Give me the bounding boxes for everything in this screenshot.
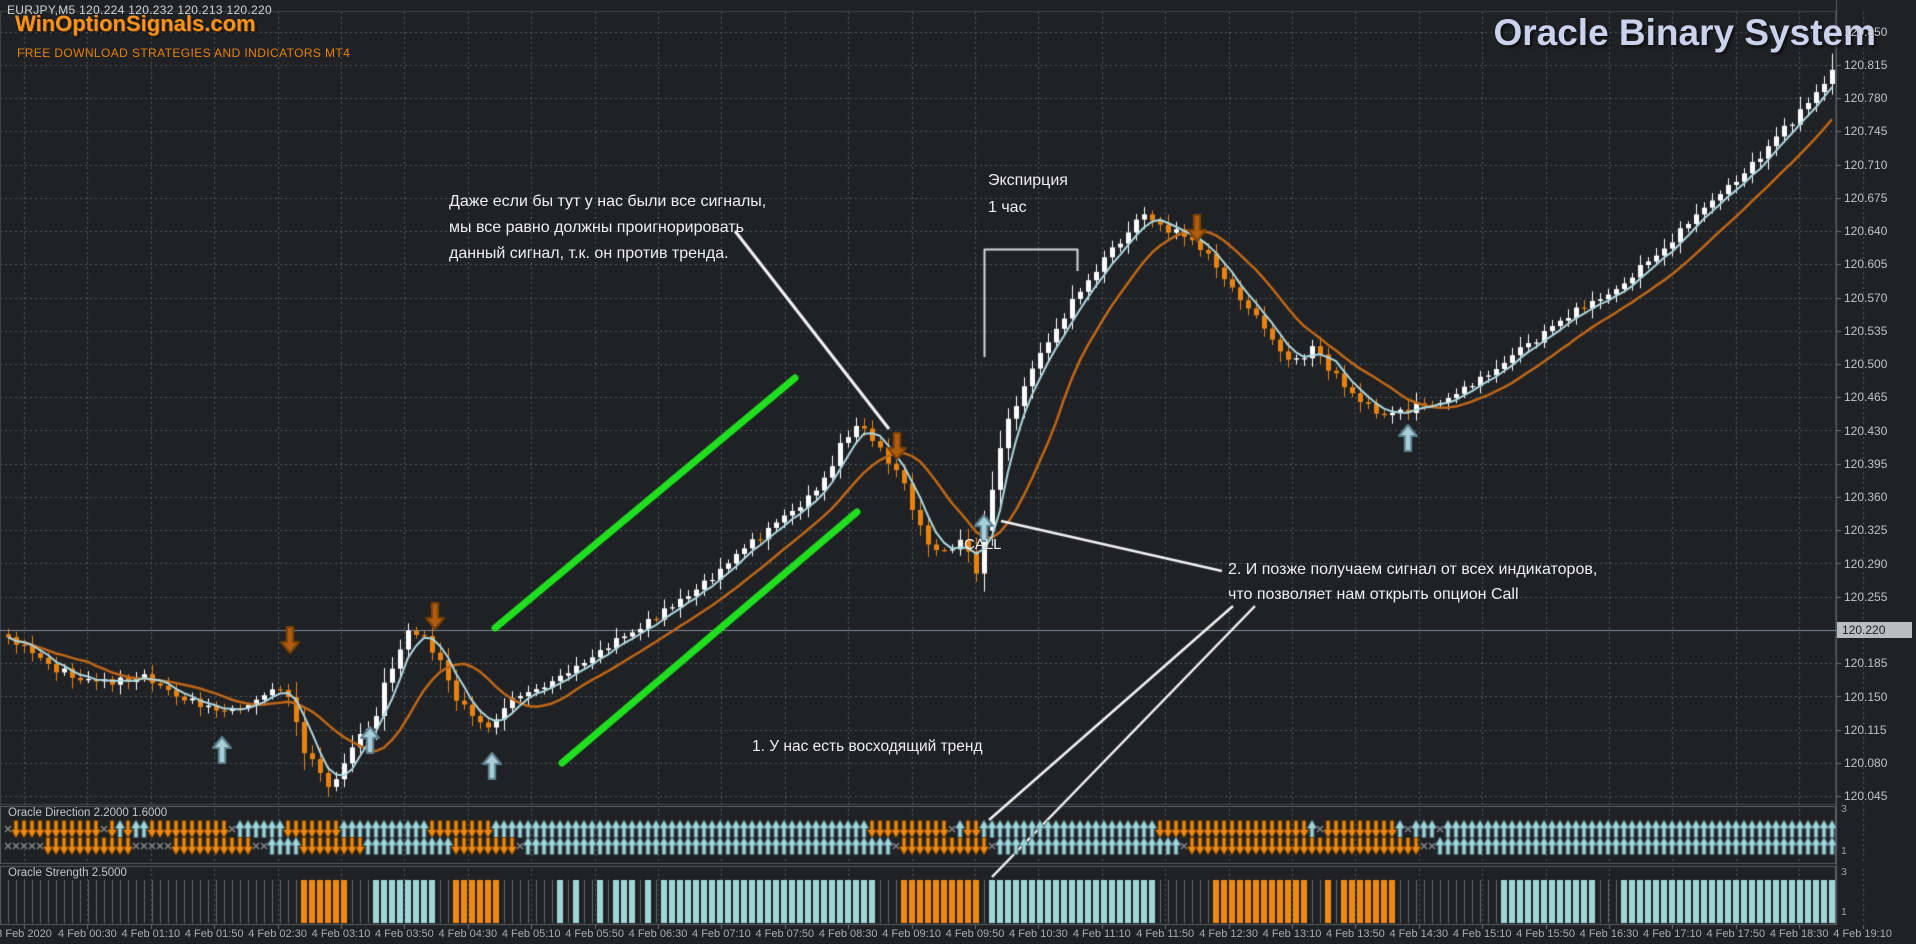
- time-tick-label: 3 Feb 2020: [0, 928, 52, 940]
- time-tick-label: 4 Feb 06:30: [628, 928, 688, 940]
- price-tick-label: 120.255: [1844, 589, 1888, 604]
- price-tick-label: 120.395: [1844, 456, 1888, 471]
- price-tick-label: 120.185: [1844, 656, 1888, 671]
- time-tick-label: 4 Feb 15:10: [1452, 928, 1512, 940]
- price-tick-label: 120.500: [1844, 357, 1888, 371]
- panel-label-oracle-strength: Oracle Strength 2.5000: [8, 867, 127, 879]
- time-tick-label: 4 Feb 05:10: [501, 928, 561, 940]
- price-tick-label: 120.675: [1844, 190, 1888, 205]
- panel-label-oracle-direction: Oracle Direction 2.2000 1.6000: [8, 807, 168, 819]
- price-axis[interactable]: 120.850 120.815 120.780 120.745 120.710 120.6…: [1836, 0, 1916, 925]
- system-title: Oracle Binary System: [1493, 12, 1876, 53]
- price-tick-label: 120.360: [1844, 490, 1888, 504]
- price-tick-label: 120.080: [1844, 756, 1888, 770]
- brand-title[interactable]: WinOptionSignals.com: [15, 11, 256, 36]
- price-tick-label: 120.535: [1844, 323, 1888, 338]
- price-tick-label: 120.150: [1844, 689, 1888, 704]
- strength-scale-top: 3: [1841, 866, 1847, 878]
- time-tick-label: 4 Feb 05:50: [565, 928, 624, 940]
- price-tick-label: 120.640: [1844, 224, 1888, 238]
- annotation-expiry-label: Экспирция 1 час: [988, 172, 1068, 216]
- time-tick-label: 4 Feb 03:50: [375, 928, 434, 940]
- time-tick-label: 4 Feb 15:50: [1516, 928, 1575, 940]
- time-tick-label: 4 Feb 09:10: [882, 928, 941, 940]
- time-tick-label: 4 Feb 11:10: [1072, 928, 1131, 940]
- direction-scale-top: 3: [1841, 803, 1847, 815]
- strength-scale-bottom: 1: [1841, 906, 1847, 918]
- time-tick-label: 4 Feb 00:30: [58, 928, 117, 940]
- time-axis[interactable]: 3 Feb 2020 4 Feb 00:30 4 Feb 01:10 4 Feb 01…: [0, 925, 1916, 944]
- time-tick-label: 4 Feb 02:30: [248, 928, 307, 940]
- time-tick-label: 4 Feb 17:50: [1706, 928, 1766, 940]
- chart-symbol-ohlc-header: EURJPY,M5 120.224 120.232 120.213 120.22…: [7, 3, 272, 17]
- time-tick-label: 4 Feb 16:30: [1579, 928, 1639, 940]
- brand-subtitle: FREE DOWNLOAD STRATEGIES AND INDICATORS …: [17, 46, 351, 60]
- price-tick-label: 120.815: [1844, 57, 1888, 72]
- time-tick-label: 4 Feb 09:50: [945, 928, 1005, 940]
- price-tick-label: 120.115: [1844, 722, 1887, 737]
- time-tick-label: 4 Feb 07:50: [755, 928, 815, 940]
- price-tick-label: 120.570: [1844, 290, 1888, 305]
- time-tick-label: 4 Feb 18:30: [1769, 928, 1829, 940]
- time-tick-label: 4 Feb 13:50: [1326, 928, 1385, 940]
- direction-scale-bottom: 1: [1841, 845, 1847, 857]
- time-tick-label: 4 Feb 13:10: [1262, 928, 1322, 940]
- time-tick-label: 4 Feb 04:30: [438, 928, 498, 940]
- current-price-tag: 120.220: [1837, 622, 1912, 638]
- time-tick-label: 4 Feb 01:50: [184, 928, 244, 940]
- time-tick-label: 4 Feb 08:30: [818, 928, 878, 940]
- price-tick-label: 120.325: [1844, 523, 1888, 538]
- price-tick-label: 120.605: [1844, 257, 1888, 272]
- price-tick-label: 120.465: [1844, 390, 1888, 405]
- price-tick-label: 120.430: [1844, 423, 1888, 438]
- time-tick-label: 4 Feb 19:10: [1833, 928, 1892, 940]
- time-tick-label: 4 Feb 01:10: [121, 928, 181, 940]
- time-tick-label: 4 Feb 10:30: [1009, 928, 1068, 940]
- price-tick-label: 120.290: [1844, 556, 1888, 571]
- price-tick-label: 120.745: [1844, 124, 1888, 139]
- time-tick-label: 4 Feb 07:10: [692, 928, 751, 940]
- annotation-ignore-signal: Даже если бы тут у нас были все сигналы,…: [449, 193, 767, 262]
- time-tick-label: 4 Feb 03:10: [311, 928, 371, 940]
- price-tick-label: 120.710: [1844, 157, 1888, 172]
- time-tick-label: 4 Feb 14:30: [1389, 928, 1449, 940]
- annotation-uptrend-note: 1. У нас есть восходящий тренд: [752, 738, 983, 755]
- annotation-call-signal-note: 2. И позже получаем сигнал от всех индик…: [1228, 561, 1598, 603]
- time-tick-label: 4 Feb 17:10: [1643, 928, 1702, 940]
- price-tick-label: 120.780: [1844, 91, 1888, 105]
- annotation-call-label: CALL: [964, 536, 1002, 553]
- time-tick-label: 4 Feb 11:50: [1136, 928, 1195, 940]
- price-tick-label: 120.045: [1844, 789, 1888, 804]
- time-tick-label: 4 Feb 12:30: [1199, 928, 1258, 940]
- price-tick-label: 120.850: [1844, 24, 1888, 39]
